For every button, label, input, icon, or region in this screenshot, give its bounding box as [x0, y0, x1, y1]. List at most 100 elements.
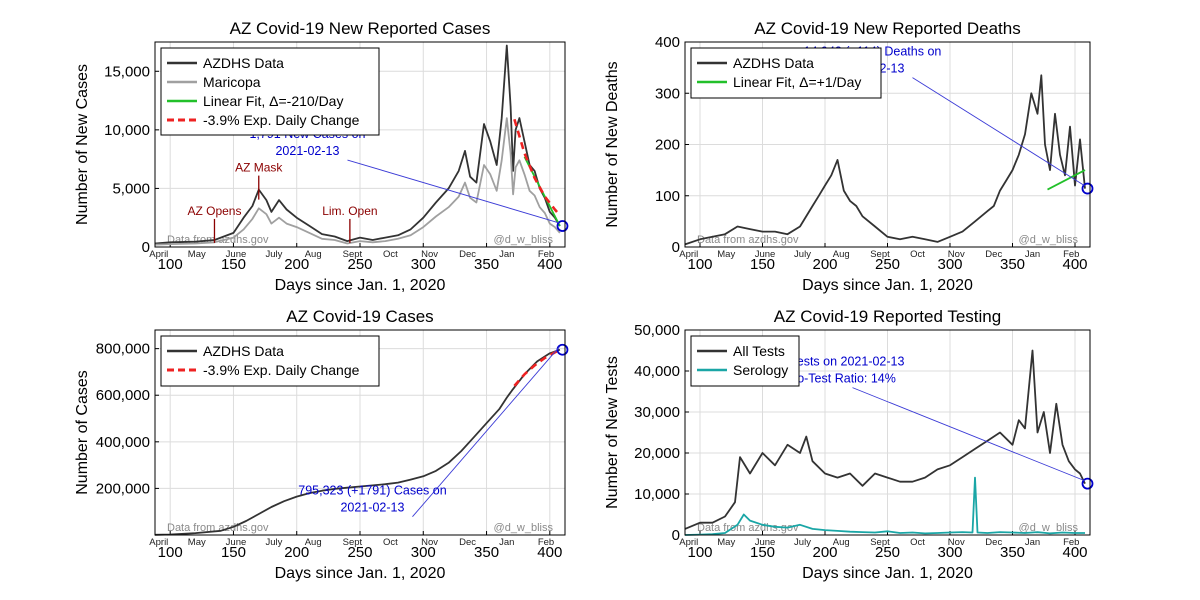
- month-label: June: [755, 537, 776, 548]
- month-label: Dec: [985, 249, 1002, 260]
- series-line-4: [513, 118, 561, 217]
- series-line-1: [154, 44, 561, 245]
- chart-panel-2: AZ Covid-19 New Reported Deaths Days sinc…: [604, 19, 1094, 294]
- x-tick-label: 200: [284, 256, 309, 273]
- y-tick-label: 300: [655, 85, 680, 102]
- y-tick-label: 10,000: [634, 486, 680, 503]
- x-tick-label: 150: [221, 256, 246, 273]
- axes-frame: [684, 329, 1091, 536]
- legend-entry: Maricopa: [203, 74, 261, 90]
- y-tick-label: 40,000: [634, 363, 680, 380]
- month-label: May: [188, 249, 206, 260]
- month-label: July: [794, 537, 811, 548]
- x-tick-label: 200: [812, 256, 837, 273]
- annotation-line-2: 2021-02-13: [275, 144, 339, 158]
- month-label: July: [265, 249, 282, 260]
- month-label: Dec: [459, 537, 476, 548]
- month-label: Feb: [1063, 249, 1079, 260]
- y-tick-label: 200,000: [96, 480, 150, 497]
- chart-title: AZ Covid-19 Reported Testing: [774, 307, 1001, 326]
- month-label: April: [679, 537, 698, 548]
- latest-point-marker: [556, 220, 569, 232]
- y-tick-label: 800,000: [96, 341, 150, 358]
- legend-entry: AZDHS Data: [203, 343, 284, 359]
- legend-entry: AZDHS Data: [203, 55, 284, 71]
- month-label: Feb: [1063, 537, 1079, 548]
- month-label: June: [755, 249, 776, 260]
- x-tick-label: 250: [347, 256, 372, 273]
- month-label: Feb: [538, 537, 554, 548]
- event-label: AZ Opens: [187, 204, 241, 218]
- legend: AZDHS Data Maricopa Linear Fit, Δ=-210/Day…: [160, 47, 380, 136]
- x-tick-label: 400: [537, 256, 562, 273]
- month-label: Sept: [343, 249, 363, 260]
- legend: AZDHS Data -3.9% Exp. Daily Change: [160, 335, 380, 387]
- y-axis-label: Number of Cases: [74, 370, 91, 495]
- month-label: April: [149, 537, 168, 548]
- month-label: Nov: [948, 249, 965, 260]
- month-label: Sept: [870, 537, 890, 548]
- annotation-leader: [347, 159, 560, 224]
- legend-entry: Linear Fit, Δ=-210/Day: [203, 93, 343, 109]
- y-axis-label: Number of New Tests: [604, 356, 621, 509]
- x-tick-label: 350: [1000, 256, 1025, 273]
- y-tick-label: 20,000: [634, 445, 680, 462]
- x-tick-label: 250: [875, 256, 900, 273]
- axes-frame: [154, 41, 566, 248]
- x-tick-label: 250: [347, 544, 372, 561]
- x-axis-label: Days since Jan. 1, 2020: [275, 565, 446, 582]
- series-line-1: [154, 348, 561, 536]
- annotation-leader: [912, 77, 1085, 186]
- x-tick-label: 100: [687, 544, 712, 561]
- event-label: AZ Mask: [235, 161, 283, 175]
- x-tick-label: 300: [411, 544, 436, 561]
- y-tick-label: 400,000: [96, 434, 150, 451]
- author-credit: @d_w_bliss: [494, 522, 554, 534]
- author-credit: @d_w_bliss: [494, 234, 554, 246]
- month-label: Sept: [343, 537, 363, 548]
- axes-frame: [684, 41, 1091, 248]
- month-label: Oct: [383, 249, 398, 260]
- annotation-leader: [852, 387, 1085, 482]
- month-label: Sept: [870, 249, 890, 260]
- x-tick-label: 150: [750, 256, 775, 273]
- month-label: Aug: [305, 249, 322, 260]
- legend-box: [690, 335, 800, 387]
- series-line-2: [684, 476, 1085, 536]
- annotation-line-2: 2021-02-13: [340, 501, 404, 515]
- y-tick-label: 30,000: [634, 404, 680, 421]
- legend-entry: Serology: [733, 362, 788, 378]
- legend-entry: Linear Fit, Δ=+1/Day: [733, 74, 861, 90]
- month-label: Jan: [1025, 249, 1040, 260]
- month-label: Nov: [948, 537, 965, 548]
- data-source-credit: Data from azdhs.gov: [697, 234, 799, 246]
- legend-box: [690, 47, 882, 99]
- month-label: May: [717, 249, 735, 260]
- series-line-2: [1047, 169, 1086, 191]
- x-tick-label: 150: [750, 544, 775, 561]
- series-line-2: [154, 117, 561, 246]
- legend-entry: -3.9% Exp. Daily Change: [203, 362, 360, 378]
- chart-panel-1: AZ Covid-19 New Reported Cases Days since…: [74, 19, 569, 294]
- month-label: June: [226, 537, 247, 548]
- x-tick-label: 300: [937, 544, 962, 561]
- y-axis-label: Number of New Cases: [74, 64, 91, 225]
- x-tick-label: 100: [158, 256, 183, 273]
- chart-title: AZ Covid-19 New Reported Deaths: [754, 19, 1020, 38]
- legend-box: [160, 47, 380, 136]
- y-tick-label: 0: [672, 527, 680, 544]
- series-line-2: [513, 348, 561, 387]
- y-tick-label: 600,000: [96, 387, 150, 404]
- legend-entry: AZDHS Data: [733, 55, 814, 71]
- x-tick-label: 400: [1062, 544, 1087, 561]
- month-label: Oct: [383, 537, 398, 548]
- y-tick-label: 100: [655, 188, 680, 205]
- x-tick-label: 350: [474, 544, 499, 561]
- month-label: Oct: [910, 249, 925, 260]
- data-source-credit: Data from azdhs.gov: [167, 522, 269, 534]
- x-tick-label: 250: [875, 544, 900, 561]
- axes-frame: [154, 329, 566, 536]
- month-label: Dec: [459, 249, 476, 260]
- month-label: Nov: [421, 537, 438, 548]
- month-label: Aug: [833, 537, 850, 548]
